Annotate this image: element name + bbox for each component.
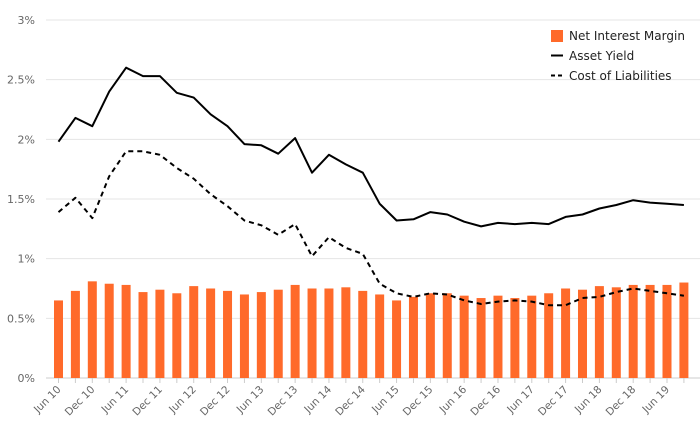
legend-swatch-net-interest-margin xyxy=(551,30,563,42)
bar xyxy=(70,290,80,378)
bar xyxy=(273,289,283,378)
bar xyxy=(256,292,266,378)
bar xyxy=(138,292,148,378)
x-tick-label: Jun 19 xyxy=(640,384,673,417)
x-tick-label: Jun 12 xyxy=(166,384,199,417)
x-tick-label: Dec 13 xyxy=(266,384,301,419)
legend: Net Interest Margin Asset Yield Cost of … xyxy=(551,29,685,83)
x-tick-label: Dec 18 xyxy=(604,384,639,419)
x-axis: Jun 10 Dec 10 Jun 11 Dec 11 Jun 12 Dec 12 Jun … xyxy=(31,378,685,419)
y-tick-label: 0.5% xyxy=(7,312,35,325)
bar xyxy=(527,295,537,378)
x-tick-label: Jun 16 xyxy=(437,383,470,416)
bar xyxy=(358,290,368,378)
y-tick-label: 0% xyxy=(18,372,35,385)
bar-series-net-interest-margin xyxy=(54,281,689,378)
x-tick-label: Jun 18 xyxy=(572,384,605,417)
y-tick-label: 1.5% xyxy=(7,193,35,206)
series-line-asset-yield xyxy=(57,66,684,228)
bar xyxy=(375,294,385,378)
bar xyxy=(155,289,165,378)
gridlines xyxy=(46,19,700,379)
x-tick-label: Dec 15 xyxy=(401,384,436,419)
bar xyxy=(493,295,503,378)
bar xyxy=(104,283,114,378)
bar xyxy=(476,298,486,378)
bar xyxy=(662,284,672,378)
x-tick-label: Dec 17 xyxy=(536,384,571,419)
x-tick-label: Dec 12 xyxy=(198,384,233,419)
bar xyxy=(611,287,621,378)
bar xyxy=(408,296,418,378)
y-tick-label: 2% xyxy=(18,133,35,146)
bar xyxy=(341,287,351,378)
x-tick-label: Jun 10 xyxy=(31,384,64,417)
bar xyxy=(510,298,520,378)
legend-label-asset-yield: Asset Yield xyxy=(569,49,634,63)
x-tick-label: Jun 11 xyxy=(99,384,132,417)
bar xyxy=(324,288,334,378)
bar xyxy=(679,282,689,378)
bar xyxy=(290,284,300,378)
line-series xyxy=(57,66,685,307)
x-tick-label: Jun 14 xyxy=(301,383,334,416)
x-tick-label: Jun 13 xyxy=(234,384,267,417)
bar xyxy=(87,281,97,378)
x-tick-label: Dec 10 xyxy=(63,384,98,419)
bar xyxy=(645,284,655,378)
x-tick-label: Jun 15 xyxy=(369,384,402,417)
legend-label-cost-of-liabilities: Cost of Liabilities xyxy=(569,69,672,83)
x-tick-label: Dec 14 xyxy=(333,383,368,418)
bar xyxy=(239,294,249,378)
y-tick-label: 3% xyxy=(18,14,35,27)
series-line-cost-of-liabilities xyxy=(57,150,685,307)
bar xyxy=(172,293,182,378)
bar xyxy=(121,284,131,378)
bar xyxy=(206,288,216,378)
x-tick-label: Dec 11 xyxy=(130,384,165,419)
bar xyxy=(561,288,571,378)
y-tick-label: 1% xyxy=(18,253,35,266)
x-tick-label: Dec 16 xyxy=(468,383,503,418)
bar xyxy=(223,290,233,378)
bar xyxy=(442,293,452,378)
bar xyxy=(425,293,435,378)
bar xyxy=(594,286,604,378)
bar xyxy=(189,286,199,378)
y-tick-label: 2.5% xyxy=(7,74,35,87)
bar xyxy=(54,300,63,378)
x-tick-label: Jun 17 xyxy=(504,384,537,417)
bar xyxy=(392,300,402,378)
bar xyxy=(307,288,317,378)
bar xyxy=(628,284,638,378)
y-axis: 0% 0.5% 1% 1.5% 2% 2.5% 3% xyxy=(7,14,35,385)
legend-label-net-interest-margin: Net Interest Margin xyxy=(569,29,685,43)
bar xyxy=(544,293,554,378)
bar xyxy=(459,295,469,378)
bar xyxy=(577,289,587,378)
